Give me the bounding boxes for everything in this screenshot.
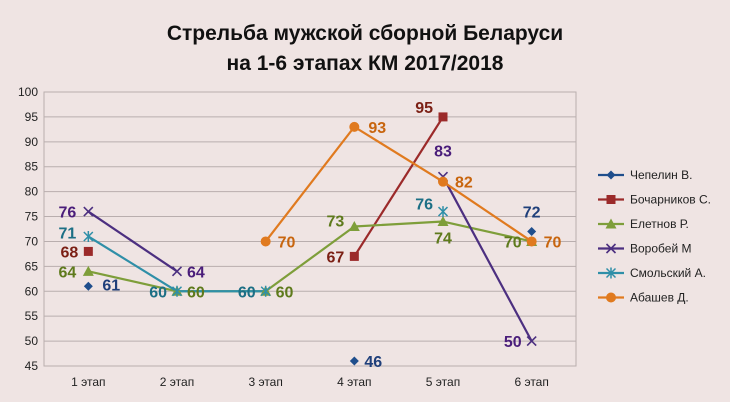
legend-label: Бочарников С.	[630, 193, 711, 207]
data-point-marker	[437, 206, 449, 218]
data-point-marker	[349, 251, 359, 261]
y-tick-label: 100	[18, 85, 38, 99]
data-label: 46	[364, 354, 382, 371]
y-tick-label: 75	[25, 210, 39, 224]
y-tick-label: 80	[25, 185, 39, 199]
x-tick-label: 4 этап	[337, 375, 371, 389]
series-line-2	[88, 220, 532, 293]
legend-label: Смольский А.	[630, 266, 706, 280]
y-tick-label: 85	[25, 160, 39, 174]
x-tick-label: 1 этап	[71, 375, 105, 389]
data-point-marker	[171, 285, 183, 297]
legend-marker	[605, 218, 617, 229]
data-label: 50	[504, 334, 522, 351]
chart-title-line-2: на 1-6 этапах КМ 2017/2018	[227, 52, 504, 75]
data-label: 64	[187, 264, 205, 281]
data-label: 70	[504, 234, 522, 251]
data-point-marker	[83, 281, 93, 291]
data-point-marker	[349, 356, 359, 366]
y-tick-label: 65	[25, 259, 39, 273]
data-label: 60	[238, 284, 256, 301]
data-point-marker	[83, 246, 93, 256]
legend-item: Чепелин В.	[598, 168, 692, 182]
data-point-marker	[438, 176, 448, 187]
data-label: 73	[327, 214, 345, 231]
data-label: 82	[455, 175, 473, 192]
legend-marker	[606, 292, 616, 303]
y-tick-label: 60	[25, 284, 39, 298]
data-label: 67	[327, 249, 345, 266]
data-label: 68	[61, 244, 79, 261]
legend-marker	[605, 243, 617, 254]
data-label: 83	[434, 144, 452, 161]
data-label: 76	[415, 197, 433, 214]
data-point-marker	[437, 216, 449, 227]
data-labels: 61 46 72 68 67 95 64 60 60 73 74 70 76 64 83 50 71 60 60 76…	[59, 100, 562, 371]
legend-item: Абашев Д.	[598, 291, 689, 305]
legend-label: Елетнов Р.	[630, 217, 689, 231]
data-label: 60	[187, 284, 205, 301]
data-point-marker	[527, 226, 537, 236]
data-label: 76	[59, 205, 77, 222]
series-line-1	[353, 116, 444, 257]
data-point-marker	[438, 112, 448, 122]
data-label: 60	[276, 284, 294, 301]
legend-item: Елетнов Р.	[598, 217, 689, 231]
series-lines	[87, 116, 533, 342]
y-axis-ticks: 45 50 55 60 65 70 75 80 85 90 95 100	[18, 85, 38, 373]
x-tick-label: 3 этап	[248, 375, 282, 389]
data-point-marker	[260, 285, 271, 297]
series-markers	[82, 112, 538, 366]
y-tick-label: 70	[25, 234, 39, 248]
chart-title-line-1: Стрельба мужской сборной Беларуси	[167, 22, 563, 45]
y-tick-label: 50	[25, 334, 39, 348]
legend: Чепелин В. Бочарников С. Елетнов Р. Воробей…	[598, 168, 711, 305]
data-label: 95	[415, 100, 433, 117]
legend-marker	[606, 195, 616, 204]
x-tick-label: 2 этап	[160, 375, 194, 389]
data-point-marker	[82, 265, 94, 276]
data-label: 74	[434, 231, 452, 248]
data-point-marker	[83, 206, 94, 217]
data-point-marker	[171, 266, 183, 277]
legend-marker	[605, 267, 617, 279]
data-label: 64	[59, 264, 77, 281]
data-point-marker	[348, 221, 360, 232]
data-point-marker	[260, 236, 271, 247]
y-tick-label: 90	[25, 135, 39, 149]
legend-item: Воробей М	[598, 242, 691, 256]
legend-label: Чепелин В.	[630, 168, 692, 182]
y-tick-label: 55	[25, 309, 39, 323]
data-label: 71	[59, 225, 77, 242]
legend-label: Воробей М	[630, 242, 691, 256]
y-tick-label: 45	[25, 359, 39, 373]
x-axis-ticks: 1 этап 2 этап 3 этап 4 этап 5 этап 6 этап	[71, 375, 549, 389]
data-label: 72	[523, 204, 541, 221]
data-point-marker	[526, 336, 537, 347]
data-point-marker	[526, 236, 537, 247]
series-line-3	[87, 176, 533, 342]
data-label: 93	[368, 120, 386, 137]
data-point-marker	[83, 230, 94, 242]
legend-item: Бочарников С.	[598, 193, 711, 207]
x-tick-label: 6 этап	[514, 375, 548, 389]
data-label: 60	[149, 284, 167, 301]
series-line-5	[264, 125, 533, 243]
gridlines	[44, 91, 576, 367]
legend-marker	[606, 170, 616, 180]
legend-label: Абашев Д.	[630, 291, 689, 305]
x-tick-label: 5 этап	[426, 375, 460, 389]
data-label: 70	[278, 234, 296, 251]
data-point-marker	[349, 121, 360, 132]
legend-item: Смольский А.	[598, 266, 706, 280]
data-label: 61	[102, 277, 120, 294]
data-label: 70	[544, 234, 562, 251]
plot-area	[43, 91, 577, 367]
y-tick-label: 95	[25, 110, 39, 124]
